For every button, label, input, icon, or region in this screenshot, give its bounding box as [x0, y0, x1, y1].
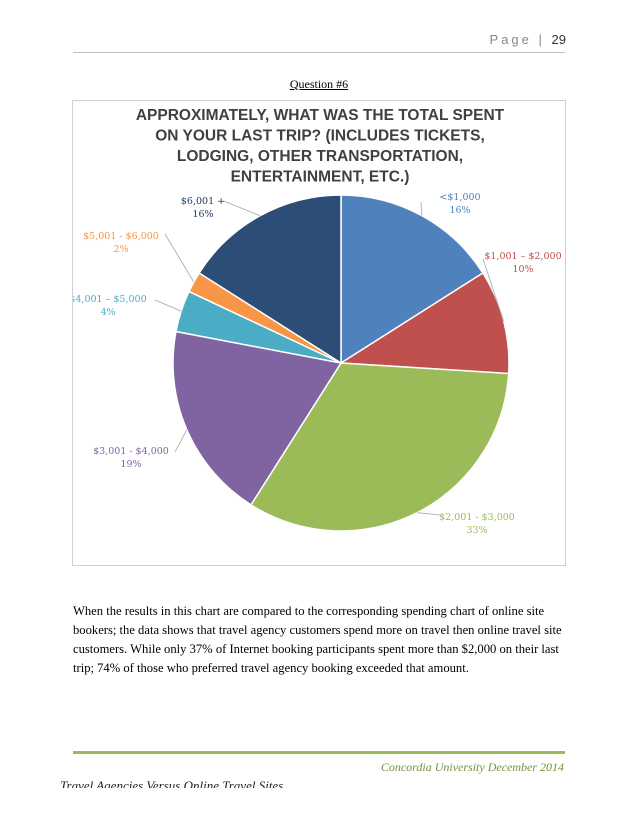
slice-percent: 2% [113, 244, 128, 255]
footer-title: Travel Agencies Versus Online Travel Sit… [60, 778, 284, 788]
chart-title-line: APPROXIMATELY, WHAT WAS THE TOTAL SPENT [136, 107, 505, 124]
slice-label: $4,001 – $5,000 [73, 294, 147, 305]
slice-label: $3,001 - $4,000 [93, 446, 169, 457]
leader-lines [154, 200, 505, 516]
slice-label: <$1,000 [439, 192, 480, 203]
pie-slices [172, 194, 510, 532]
slice-labels: <$1,000 16% $1,001 – $2,000 10% $2,001 - $3,… [73, 192, 562, 536]
chart-title-line: ON YOUR LAST TRIP? (INCLUDES TICKETS, [155, 128, 485, 145]
slice-percent: 16% [192, 209, 213, 220]
slice-percent: 33% [466, 525, 487, 536]
slice-label: $6,001 + [181, 196, 225, 207]
page-header: Page | 29 [489, 32, 566, 47]
pie-chart-svg: APPROXIMATELY, WHAT WAS THE TOTAL SPENT O… [73, 107, 562, 536]
leader-line [223, 200, 261, 217]
page-label: Page [489, 32, 532, 47]
page-number: 29 [551, 32, 566, 47]
leader-line [154, 299, 182, 312]
pie-slice [249, 362, 510, 532]
slice-percent: 16% [449, 205, 470, 216]
chart-title-line: LODGING, OTHER TRANSPORTATION, [177, 148, 463, 165]
slice-label: $2,001 - $3,000 [439, 512, 515, 523]
chart-title: APPROXIMATELY, WHAT WAS THE TOTAL SPENT O… [136, 107, 505, 186]
body-paragraph: When the results in this chart are compa… [73, 604, 562, 675]
pie-slice [338, 271, 510, 375]
question-heading: Question #6 [289, 77, 349, 91]
chart-title-line: ENTERTAINMENT, ETC.) [231, 169, 410, 186]
slice-percent: 19% [120, 459, 141, 470]
leader-line [420, 201, 423, 216]
leader-line [174, 429, 188, 453]
pie-chart: APPROXIMATELY, WHAT WAS THE TOTAL SPENT O… [72, 100, 566, 566]
leader-line [417, 512, 442, 516]
pie-slice [172, 330, 343, 506]
slice-percent: 10% [512, 264, 533, 275]
header-rule [73, 52, 565, 53]
footer-institution: Concordia University December 2014 [380, 760, 564, 774]
leader-line [164, 233, 195, 283]
slice-label: $1,001 – $2,000 [484, 251, 561, 262]
slice-label: $5,001 - $6,000 [83, 231, 159, 242]
slice-percent: 4% [100, 307, 115, 318]
footer-rule [73, 751, 565, 754]
leader-line [482, 258, 505, 322]
